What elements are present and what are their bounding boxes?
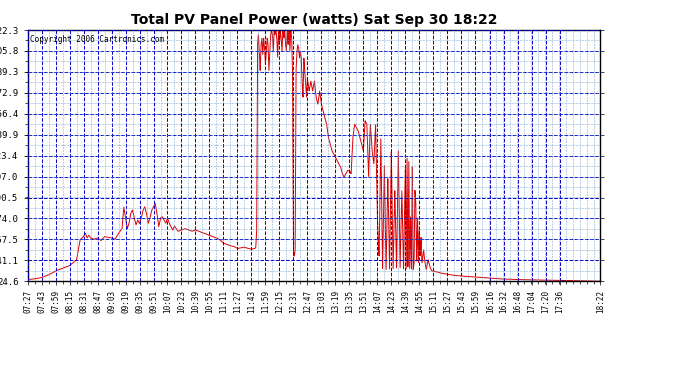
Title: Total PV Panel Power (watts) Sat Sep 30 18:22: Total PV Panel Power (watts) Sat Sep 30 …	[130, 13, 497, 27]
Text: Copyright 2006 Cartronics.com: Copyright 2006 Cartronics.com	[30, 35, 165, 44]
